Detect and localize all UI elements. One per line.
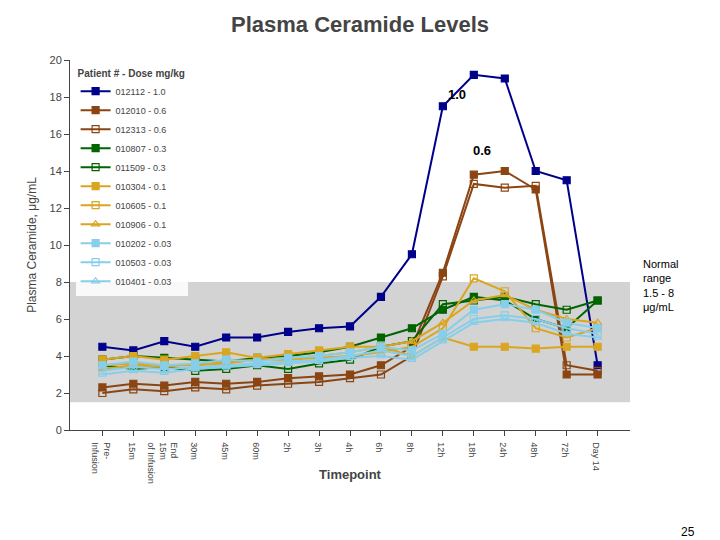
svg-text:010906 - 0.1: 010906 - 0.1: [116, 220, 167, 230]
svg-text:18: 18: [50, 91, 62, 103]
svg-text:Plasma Ceramide Levels: Plasma Ceramide Levels: [231, 12, 489, 37]
svg-text:010605 - 0.1: 010605 - 0.1: [116, 201, 167, 211]
svg-text:45m: 45m: [220, 442, 230, 460]
svg-text:3h: 3h: [313, 442, 323, 452]
svg-text:6: 6: [56, 313, 62, 325]
svg-text:4h: 4h: [344, 442, 354, 452]
svg-text:2h: 2h: [282, 442, 292, 452]
svg-text:8: 8: [56, 276, 62, 288]
svg-text:012010 - 0.6: 012010 - 0.6: [116, 106, 167, 116]
svg-text:30m: 30m: [189, 442, 199, 460]
svg-text:20: 20: [50, 54, 62, 66]
svg-text:24h: 24h: [498, 442, 508, 457]
svg-text:012112 - 1.0: 012112 - 1.0: [116, 87, 166, 97]
svg-text:010202 - 0.03: 010202 - 0.03: [116, 239, 172, 249]
svg-text:48h: 48h: [529, 442, 539, 457]
svg-text:8h: 8h: [405, 442, 415, 452]
svg-text:15m: 15m: [127, 442, 137, 460]
svg-text:4: 4: [56, 350, 62, 362]
svg-text:End15mof Infusion: End15mof Infusion: [146, 442, 179, 484]
svg-text:12: 12: [50, 202, 62, 214]
svg-text:010401 - 0.03: 010401 - 0.03: [116, 277, 172, 287]
svg-text:60m: 60m: [251, 442, 261, 460]
svg-text:Timepoint: Timepoint: [319, 467, 382, 482]
svg-text:Plasma Ceramide, μg/mL: Plasma Ceramide, μg/mL: [25, 177, 39, 313]
svg-text:2: 2: [56, 387, 62, 399]
svg-text:010503 - 0.03: 010503 - 0.03: [116, 258, 172, 268]
svg-text:1.0: 1.0: [448, 87, 466, 102]
svg-text:18h: 18h: [467, 442, 477, 457]
svg-text:6h: 6h: [374, 442, 384, 452]
svg-text:12h: 12h: [436, 442, 446, 457]
svg-text:010807 - 0.3: 010807 - 0.3: [116, 144, 167, 154]
svg-text:011509 - 0.3: 011509 - 0.3: [116, 163, 166, 173]
svg-text:72h: 72h: [560, 442, 570, 457]
svg-text:14: 14: [50, 165, 62, 177]
svg-text:010304 - 0.1: 010304 - 0.1: [116, 182, 167, 192]
svg-text:0.6: 0.6: [473, 143, 491, 158]
svg-text:16: 16: [50, 128, 62, 140]
svg-text:Pre-Infusion: Pre-Infusion: [90, 442, 112, 474]
svg-text:Day 14: Day 14: [591, 442, 601, 471]
svg-text:Normalrange1.5 - 8μg/mL: Normalrange1.5 - 8μg/mL: [643, 258, 678, 313]
svg-text:0: 0: [56, 424, 62, 436]
svg-text:012313 - 0.6: 012313 - 0.6: [116, 125, 167, 135]
svg-text:Patient # - Dose mg/kg: Patient # - Dose mg/kg: [78, 68, 185, 79]
svg-text:10: 10: [50, 239, 62, 251]
svg-text:25: 25: [681, 525, 695, 539]
